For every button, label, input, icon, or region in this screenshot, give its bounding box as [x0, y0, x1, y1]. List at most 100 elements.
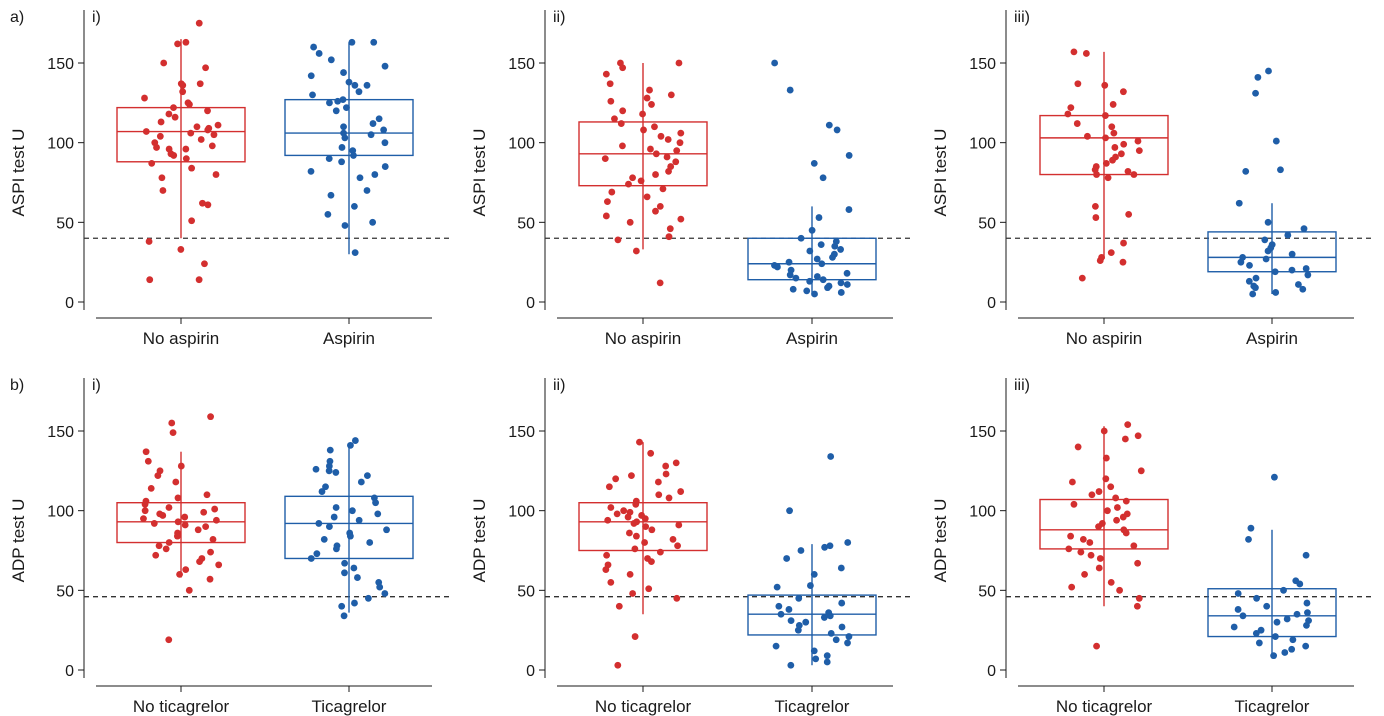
data-point	[150, 520, 158, 527]
data-point	[141, 507, 149, 515]
data-point	[181, 521, 189, 529]
panel-label: ii)	[553, 377, 565, 394]
data-point	[145, 238, 153, 245]
data-point	[1261, 236, 1269, 244]
data-point	[160, 59, 168, 67]
data-point	[351, 437, 359, 444]
data-point	[810, 571, 818, 578]
data-point	[652, 171, 659, 178]
data-point	[641, 515, 649, 523]
data-point	[345, 78, 353, 86]
data-point	[188, 164, 196, 172]
chart-panel: ii) 0 50 100 150 ADP test U No ticagrelor Ticag…	[470, 377, 913, 716]
data-point	[1077, 548, 1085, 556]
data-point	[159, 512, 167, 519]
data-point	[1245, 535, 1252, 543]
data-point	[783, 555, 791, 562]
data-point	[338, 158, 345, 166]
data-point	[639, 110, 646, 118]
data-point	[206, 575, 214, 583]
data-point	[1064, 110, 1072, 118]
data-point	[629, 590, 637, 597]
data-point	[677, 215, 685, 223]
data-point	[309, 91, 316, 99]
data-point	[843, 269, 851, 277]
data-point	[1110, 129, 1118, 137]
data-point	[651, 123, 658, 131]
y-tick-label: 150	[969, 56, 996, 73]
data-point	[663, 153, 671, 161]
y-tick-label: 150	[508, 56, 535, 73]
data-point	[170, 152, 178, 159]
data-point	[1074, 80, 1082, 88]
y-axis-title: ASPI test U	[470, 129, 489, 217]
data-point	[312, 465, 320, 473]
data-point	[182, 38, 190, 46]
data-point	[181, 513, 189, 521]
data-point	[821, 543, 829, 551]
data-point	[1271, 473, 1278, 481]
data-point	[1133, 602, 1141, 610]
data-point	[320, 535, 328, 543]
data-point	[1281, 649, 1289, 656]
data-point	[186, 101, 193, 108]
data-point	[152, 551, 160, 559]
category-label: Aspirin	[786, 329, 838, 348]
data-point	[1134, 432, 1142, 440]
data-point	[1253, 594, 1261, 602]
data-point	[194, 526, 202, 534]
data-point	[785, 258, 793, 266]
data-point	[1125, 210, 1133, 218]
data-point	[1081, 571, 1088, 578]
data-point	[1096, 555, 1104, 562]
panel-label: i)	[92, 9, 101, 26]
data-point	[786, 507, 793, 515]
data-point	[624, 513, 632, 521]
data-point	[1117, 150, 1125, 158]
data-point	[1265, 67, 1272, 75]
data-point	[1096, 257, 1104, 264]
data-point	[1104, 507, 1111, 515]
data-point	[1239, 612, 1247, 620]
row-label: b)	[10, 377, 24, 394]
data-point	[200, 508, 208, 516]
data-point	[666, 225, 674, 233]
data-point	[176, 571, 183, 578]
data-point	[1272, 289, 1280, 296]
y-tick-label: 0	[65, 663, 74, 680]
data-point	[631, 633, 639, 640]
data-point	[159, 187, 167, 194]
data-point	[1299, 285, 1307, 293]
data-point	[1102, 159, 1110, 167]
data-point	[354, 574, 361, 581]
data-point	[324, 210, 332, 218]
data-point	[785, 606, 793, 613]
data-point	[786, 86, 794, 94]
data-point	[142, 128, 150, 135]
data-point	[652, 150, 660, 158]
data-point	[179, 81, 187, 89]
box	[747, 237, 877, 281]
data-point	[340, 69, 347, 76]
data-point	[845, 152, 853, 159]
data-point	[141, 94, 148, 102]
data-point	[1288, 266, 1296, 274]
data-point	[1102, 112, 1109, 119]
data-point	[204, 107, 211, 115]
data-point	[332, 504, 340, 511]
data-point	[154, 472, 162, 480]
data-point	[813, 273, 821, 280]
data-point	[797, 234, 805, 242]
chart-panel: iii) 0 50 100 150 ASPI test U No aspirin Aspiri…	[931, 9, 1374, 348]
data-point	[197, 136, 205, 143]
data-point	[1109, 101, 1117, 108]
data-point	[170, 104, 177, 112]
data-point	[654, 478, 662, 486]
data-point	[669, 535, 677, 543]
data-point	[366, 539, 374, 546]
y-tick-label: 100	[47, 504, 74, 521]
chart-panel: a) i) 0 50 100 150 ASPI test U No aspirin Aspiri…	[9, 9, 452, 348]
data-point	[307, 555, 315, 562]
data-point	[338, 144, 346, 151]
data-point	[825, 121, 833, 129]
